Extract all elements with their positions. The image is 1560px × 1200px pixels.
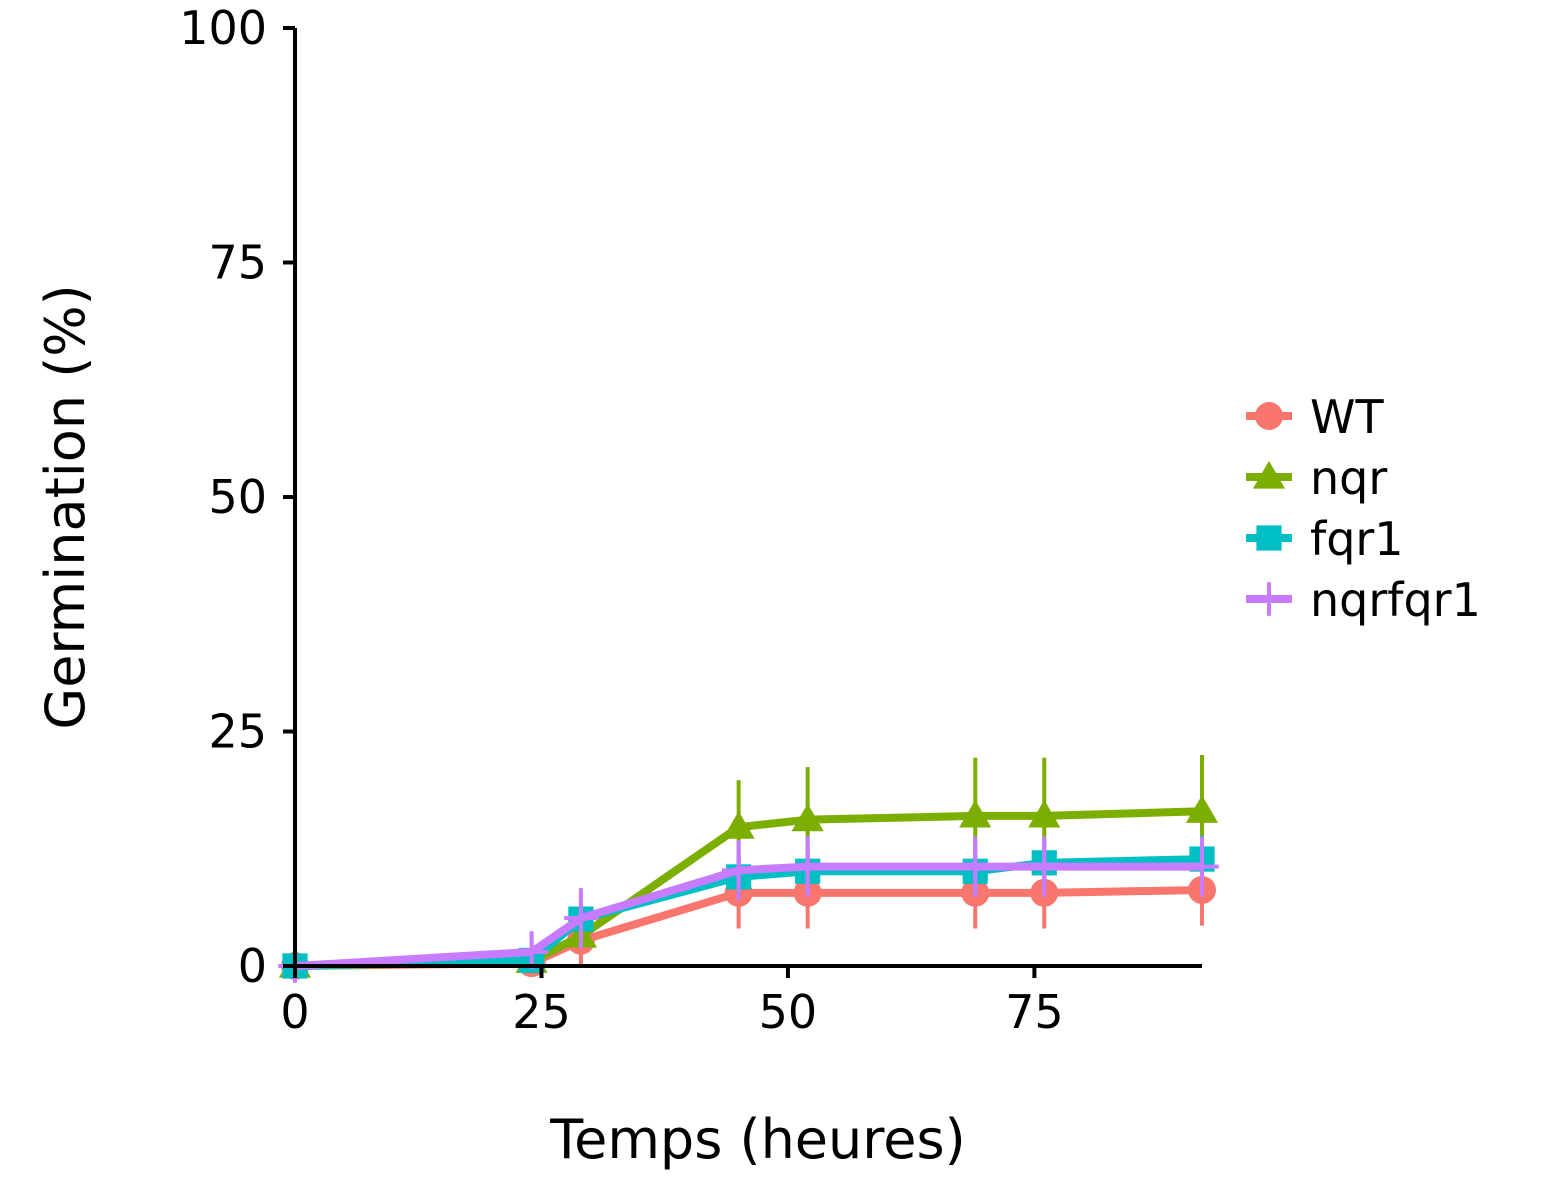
data-point [1028, 799, 1061, 828]
legend-key-marker [1252, 460, 1286, 489]
legend-label: WT [1310, 390, 1384, 444]
legend-label: fqr1 [1310, 512, 1404, 566]
y-ticks: 0 25 50 75 100 [179, 1, 295, 993]
y-tick-label: 100 [179, 1, 267, 55]
x-tick-label: 50 [759, 985, 818, 1039]
legend-key-marker [1256, 525, 1282, 551]
legend-key-marker [1252, 582, 1286, 616]
y-axis-title: Germination (%) [34, 284, 97, 729]
data-point [1185, 849, 1219, 884]
series-nqrfqr1 [278, 836, 1219, 983]
data-point [721, 853, 756, 888]
x-tick-label: 75 [1005, 985, 1064, 1039]
legend-item: nqrfqr1 [1246, 573, 1481, 627]
legend-item: nqr [1246, 451, 1387, 505]
data-point [722, 811, 755, 839]
data-point [1185, 795, 1219, 823]
legend-label: nqrfqr1 [1310, 573, 1481, 627]
data-point [790, 849, 825, 884]
y-tick-label: 25 [208, 705, 267, 759]
data-point [514, 935, 549, 969]
data-point [959, 799, 992, 828]
data-point [1027, 849, 1062, 884]
plot-area [278, 754, 1219, 983]
data-point [791, 803, 824, 832]
legend-key-marker [1255, 402, 1283, 430]
data-point [958, 849, 993, 884]
legend-item: fqr1 [1246, 512, 1404, 566]
x-tick-label: 0 [280, 985, 309, 1039]
x-tick-label: 25 [512, 985, 571, 1039]
legend-item: WT [1246, 390, 1384, 444]
y-tick-label: 75 [208, 236, 267, 290]
legend-label: nqr [1310, 451, 1387, 505]
y-tick-label: 0 [238, 939, 267, 993]
x-ticks: 0 25 50 75 [280, 966, 1064, 1039]
data-point [564, 901, 598, 935]
y-tick-label: 50 [208, 470, 267, 524]
x-axis-title: Temps (heures) [549, 1108, 965, 1171]
